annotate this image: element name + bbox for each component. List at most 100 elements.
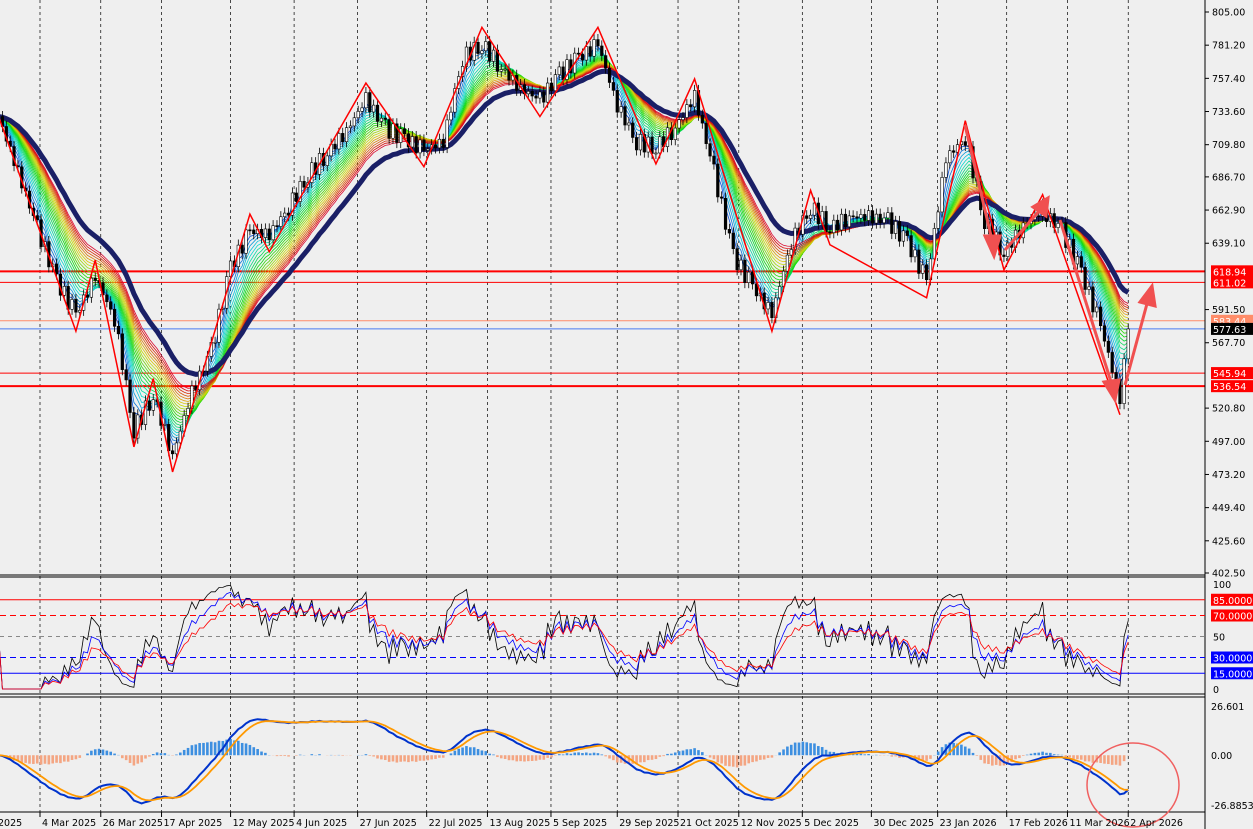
macd-hist-bar	[198, 743, 201, 756]
macd-hist-bar	[507, 755, 511, 761]
macd-hist-bar	[1114, 755, 1118, 765]
candle-body	[89, 277, 93, 298]
candle-body	[940, 177, 944, 213]
macd-hist-bar	[1041, 751, 1044, 756]
highlight-circle	[1086, 742, 1180, 828]
macd-hist-bar	[422, 755, 426, 761]
macd-hist-bar	[805, 742, 809, 756]
candle-body	[109, 301, 113, 310]
ribbon-ma-line	[0, 56, 1129, 423]
macd-hist-bar	[190, 745, 194, 756]
macd-hist-bar	[387, 755, 391, 762]
candle-body	[839, 213, 844, 231]
level-tag	[1211, 367, 1253, 380]
macd-hist-bar	[917, 755, 921, 761]
candle-body	[855, 216, 859, 219]
macd-hist-bar	[701, 752, 704, 756]
level-tag	[1211, 276, 1253, 289]
candle-body	[333, 143, 337, 150]
macd-hist-bar	[677, 751, 681, 756]
candle-body	[712, 155, 716, 165]
macd-hist-bar	[206, 742, 209, 756]
candle-body	[132, 412, 136, 439]
candle-body	[886, 212, 890, 219]
candle-body	[716, 163, 720, 198]
macd-hist-bar	[372, 755, 375, 757]
osc-level-tag	[1211, 651, 1253, 664]
candle-body	[437, 138, 441, 149]
macd-hist-bar	[55, 755, 58, 763]
macd-hist-bar	[496, 755, 499, 758]
candle-body	[70, 299, 74, 310]
candle-body	[607, 67, 612, 83]
arrow-head-icon	[1030, 195, 1050, 219]
candle-body	[294, 192, 298, 202]
candle-body	[952, 150, 956, 153]
macd-hist-bar	[163, 753, 167, 756]
arrow-head-icon	[982, 234, 1003, 261]
candle-body	[1110, 352, 1114, 373]
macd-hist-bar	[855, 753, 859, 756]
candle-body	[878, 213, 882, 224]
candle-body	[932, 228, 936, 260]
candle-body	[546, 82, 550, 103]
macd-hist-bar	[411, 755, 414, 762]
candle-body	[62, 286, 66, 296]
macd-hist-bar	[689, 749, 693, 756]
date-label: 5 Dec 2025	[804, 818, 859, 829]
candle-body	[534, 95, 538, 99]
candle-body	[252, 229, 256, 235]
date-label: 11 Mar 2026	[1069, 818, 1129, 829]
ribbon-ma-line	[0, 57, 1129, 421]
macd-hist-bar	[592, 752, 596, 756]
zigzag-line	[0, 25, 1121, 473]
candle-body	[897, 221, 902, 242]
candle-body	[836, 219, 840, 231]
candle-body	[54, 263, 59, 275]
osc-level-tag	[1211, 593, 1253, 606]
candle-body	[1126, 328, 1130, 360]
date-label: 17 Apr 2025	[164, 818, 223, 829]
macd-hist-bar	[380, 755, 383, 760]
date-label: 23 Jan 2026	[940, 818, 997, 829]
date-label: 27 Jun 2025	[360, 818, 417, 829]
oscillator-panel	[0, 584, 1205, 690]
osc-level-tag	[1211, 667, 1253, 680]
level-tag	[1211, 265, 1253, 278]
macd-hist-bar	[747, 755, 751, 764]
macd-hist-bar	[604, 755, 607, 757]
price-label: 473.20	[1212, 470, 1245, 481]
osc-level-label: 70.0000	[1213, 612, 1252, 623]
macd-hist-bar	[476, 749, 480, 756]
macd-hist-bar	[561, 754, 565, 756]
candle-body	[105, 294, 109, 303]
macd-hist-bar	[113, 753, 116, 756]
candle-body	[526, 90, 530, 95]
arrow-up-1	[1003, 209, 1042, 251]
macd-hist-bar	[693, 748, 696, 756]
macd-hist-bar	[731, 755, 735, 767]
candle-body	[1087, 286, 1091, 290]
macd-hist-bar	[863, 754, 867, 756]
candle-body	[561, 66, 565, 80]
macd-hist-bar	[797, 742, 801, 756]
candle-body	[491, 49, 496, 62]
macd-hist-bar	[581, 753, 584, 756]
candle-body	[723, 197, 728, 230]
macd-hist-bar	[759, 755, 762, 760]
candle-body	[499, 69, 503, 72]
macd-hist-bar	[538, 755, 542, 760]
candle-body	[851, 215, 855, 218]
candle-body	[909, 235, 913, 258]
candle-body	[279, 216, 283, 227]
candle-body	[766, 302, 770, 310]
candle-body	[917, 249, 921, 274]
candle-body	[1091, 286, 1095, 313]
osc-level-label: 85.0000	[1213, 596, 1252, 607]
macd-hist-bar	[960, 744, 963, 756]
macd-hist-bar	[1025, 754, 1029, 756]
macd-hist-bar	[1110, 755, 1114, 765]
candle-body	[1099, 306, 1103, 327]
macd-hist-bar	[182, 749, 186, 756]
